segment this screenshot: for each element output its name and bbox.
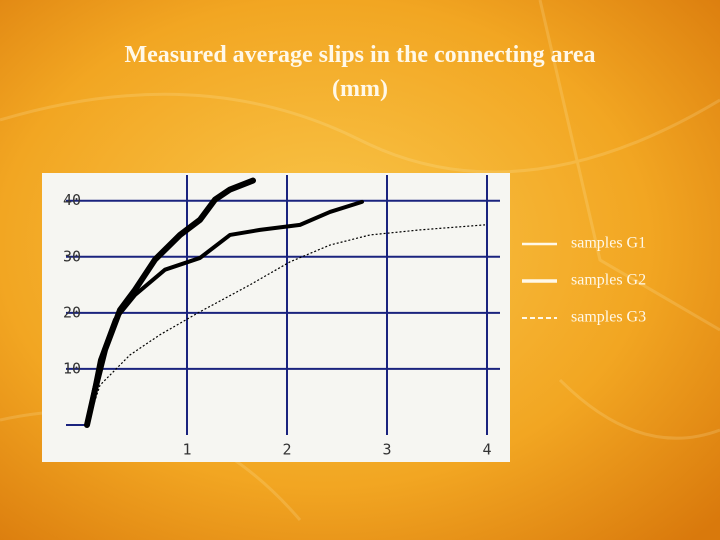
legend-label: samples G3	[571, 309, 646, 326]
chart-subtitle: (mm)	[332, 76, 388, 102]
y-tick-label: 30	[63, 247, 81, 265]
line-series	[84, 177, 256, 428]
x-tick-label: 1	[182, 441, 191, 459]
legend-label: samples G1	[571, 235, 646, 252]
y-tick-label: 10	[63, 359, 81, 377]
x-tick-label: 3	[382, 441, 391, 459]
plot-panel	[42, 173, 510, 462]
x-tick-label: 4	[482, 441, 491, 459]
y-tick-label: 40	[63, 191, 81, 209]
chart-title: Measured average slips in the connecting…	[124, 42, 595, 68]
legend-label: samples G2	[571, 272, 646, 289]
x-tick-label: 2	[282, 441, 291, 459]
y-tick-label: 20	[63, 303, 81, 321]
